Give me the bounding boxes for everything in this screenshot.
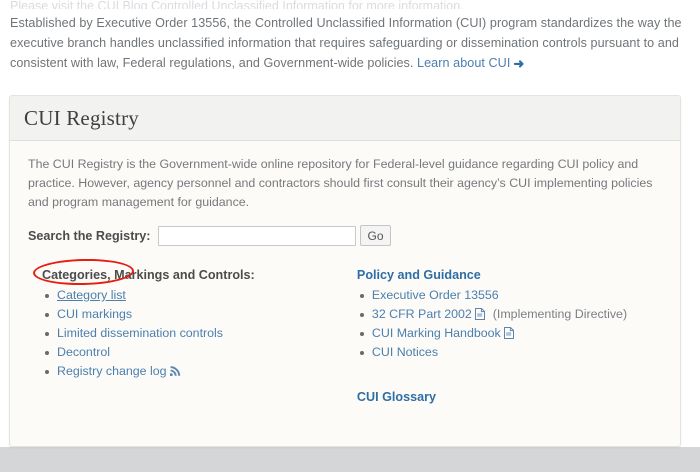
page-title: CUI Registry <box>24 105 139 130</box>
categories-markings-controls-column: Categories, Markings and Controls: Categ… <box>42 268 357 408</box>
search-row: Search the Registry: Go <box>28 225 662 246</box>
policy-and-guidance-column: Policy and Guidance Executive Order 1355… <box>357 268 662 408</box>
search-label: Search the Registry: <box>28 228 151 243</box>
list-item: Category list <box>42 286 357 305</box>
left-column-heading: Categories, Markings and Controls: <box>42 268 255 282</box>
list-item: Registry change log <box>42 362 357 381</box>
search-go-button[interactable]: Go <box>360 225 391 246</box>
intro-section: Please visit the CUI Blog Controlled Unc… <box>0 0 700 73</box>
list-item: Decontrol <box>42 343 357 362</box>
list-item: CUI Marking Handbook <box>357 324 662 343</box>
link-registry-change-log[interactable]: Registry change log <box>57 364 167 378</box>
list-item: Executive Order 13556 <box>357 286 662 305</box>
right-link-list: Executive Order 13556 32 CFR Part 2002 (I… <box>357 286 662 362</box>
learn-about-cui-link[interactable]: Learn about CUI <box>417 56 511 70</box>
link-cui-notices[interactable]: CUI Notices <box>371 345 439 359</box>
list-item: 32 CFR Part 2002 (Implementing Directive) <box>357 305 662 324</box>
link-category-list[interactable]: Category list <box>57 288 126 302</box>
cut-off-top-line-text: Please visit the CUI Blog Controlled Unc… <box>10 0 464 9</box>
link-executive-order-13556[interactable]: Executive Order 13556 <box>371 288 499 302</box>
link-cui-glossary[interactable]: CUI Glossary <box>356 390 437 404</box>
implementing-directive-note: (Implementing Directive) <box>492 307 628 321</box>
link-cui-markings[interactable]: CUI markings <box>57 307 133 321</box>
link-decontrol[interactable]: Decontrol <box>57 345 111 359</box>
link-limited-dissemination-controls[interactable]: Limited dissemination controls <box>57 326 223 340</box>
arrow-right-icon: ➜ <box>513 56 525 71</box>
pdf-icon <box>474 307 485 320</box>
intro-paragraph: Established by Executive Order 13556, th… <box>10 13 690 73</box>
links-columns: Categories, Markings and Controls: Categ… <box>28 268 662 408</box>
page-lower-background <box>0 447 700 472</box>
list-item: CUI Notices <box>357 343 662 362</box>
card-header: CUI Registry <box>10 96 680 141</box>
search-input[interactable] <box>158 225 357 246</box>
link-cui-marking-handbook[interactable]: CUI Marking Handbook <box>371 326 501 340</box>
cui-glossary-block: CUI Glossary <box>357 388 662 408</box>
cut-off-top-line: Please visit the CUI Blog Controlled Unc… <box>10 0 690 9</box>
list-item: Limited dissemination controls <box>42 324 357 343</box>
card-body: The CUI Registry is the Government-wide … <box>10 141 680 408</box>
list-item: CUI markings <box>42 305 357 324</box>
card-intro-paragraph: The CUI Registry is the Government-wide … <box>28 157 653 209</box>
intro-paragraph-text: Established by Executive Order 13556, th… <box>10 16 682 70</box>
right-column-heading: Policy and Guidance <box>356 268 481 282</box>
pdf-icon <box>503 326 514 339</box>
link-32-cfr-part-2002[interactable]: 32 CFR Part 2002 <box>371 307 472 321</box>
cui-registry-card: CUI Registry The CUI Registry is the Gov… <box>9 95 681 447</box>
left-link-list: Category list CUI markings Limited disse… <box>42 286 357 381</box>
rss-icon <box>169 363 181 377</box>
